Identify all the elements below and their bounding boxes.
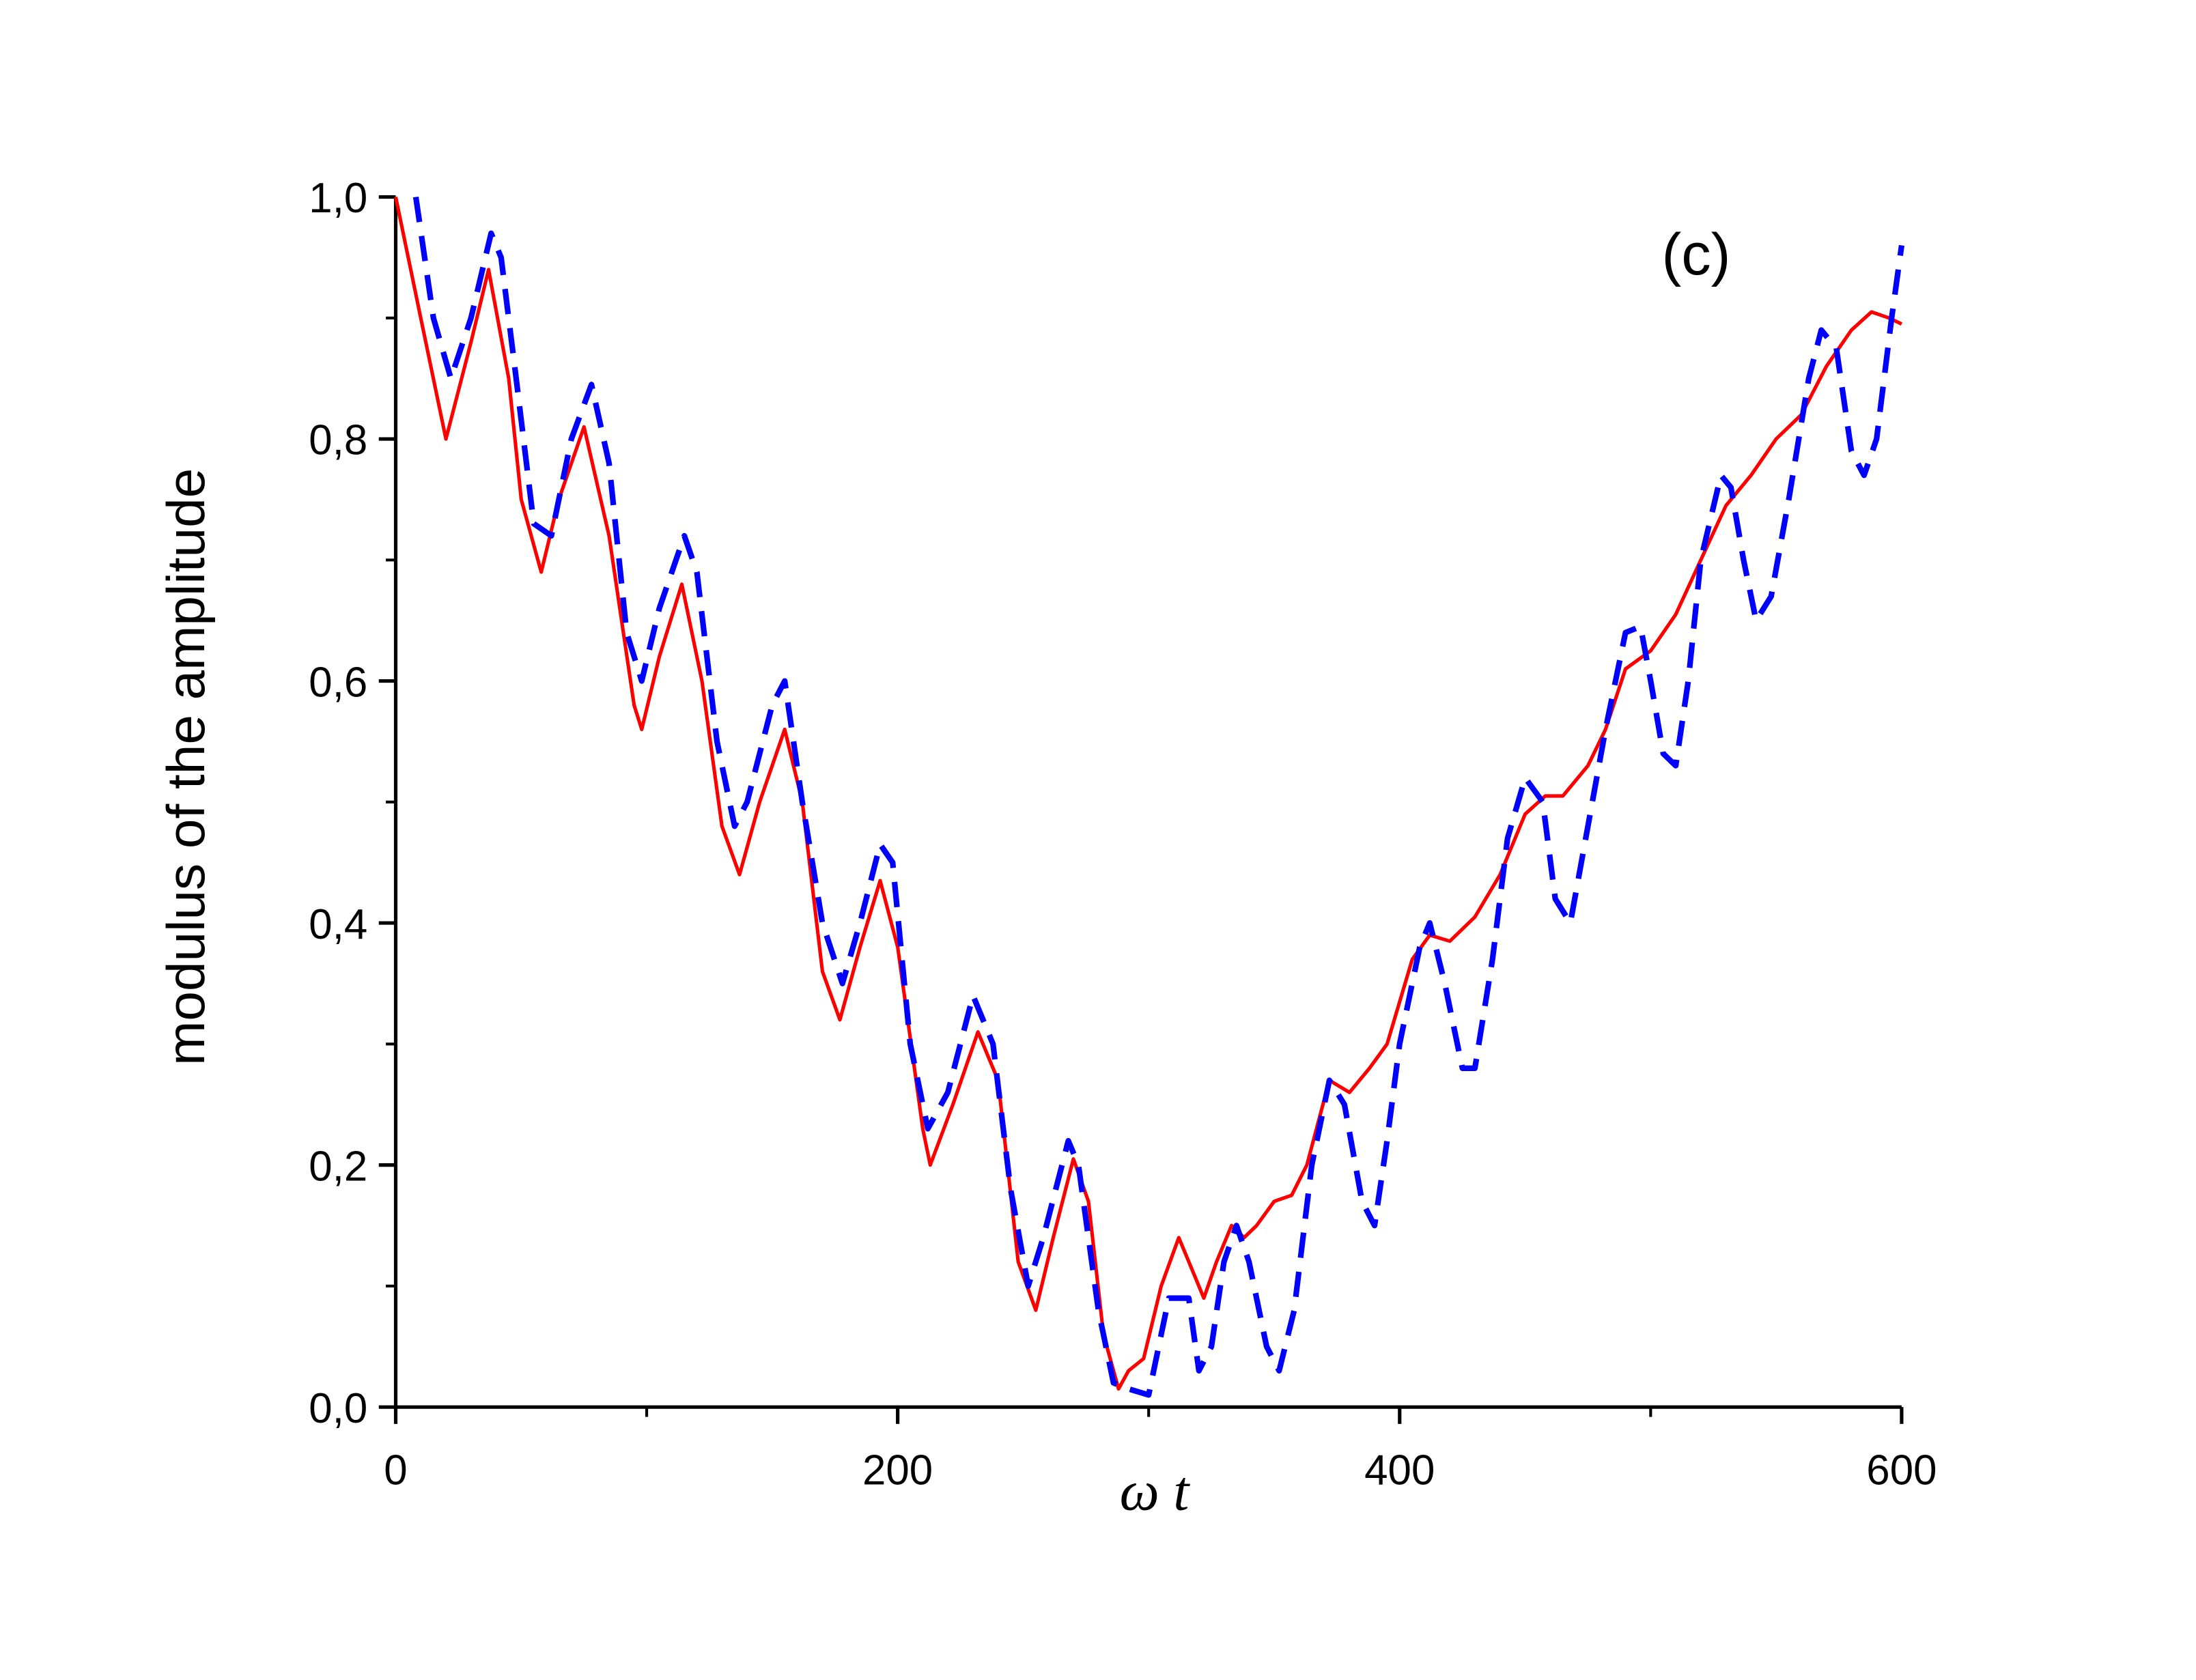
y-tick-label: 0,0 xyxy=(309,1385,367,1432)
y-axis-label: modulus of the amplitude xyxy=(156,468,216,1066)
x-axis-label: ω t xyxy=(1120,1460,1191,1522)
x-tick-label: 600 xyxy=(1866,1447,1937,1494)
x-tick-label: 200 xyxy=(862,1447,933,1494)
annotation: (c) xyxy=(1662,222,1731,287)
y-tick-label: 0,2 xyxy=(309,1143,367,1190)
y-tick-label: 0,8 xyxy=(309,417,367,464)
y-tick-label: 0,6 xyxy=(309,659,367,706)
series-line xyxy=(412,196,1904,1398)
x-tick-label: 0 xyxy=(384,1447,407,1494)
y-tick-label: 1,0 xyxy=(309,175,367,222)
x-tick-label: 400 xyxy=(1364,1447,1435,1494)
series-line xyxy=(393,197,1903,1391)
y-tick-label: 0,4 xyxy=(309,901,367,948)
